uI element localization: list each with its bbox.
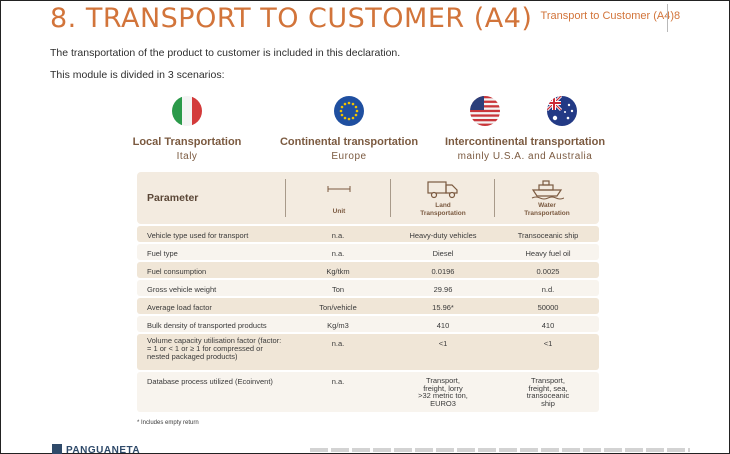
header-unit: Unit [332,208,346,215]
footnote: * Includes empty return [137,420,199,426]
header-divider [667,4,668,32]
cell-parameter: Volume capacity utilisation factor (fact… [147,336,282,361]
cell-water: n.d. [541,285,555,294]
logo-mark-icon [52,444,62,454]
table-row: Volume capacity utilisation factor (fact… [137,334,599,370]
page-title: 8. TRANSPORT TO CUSTOMER (A4) [50,3,533,34]
cell-land: 29.96 [433,285,453,294]
australia-flag-icon [547,96,577,126]
header-land-cell: Land Transportation [395,176,491,218]
scenario-intercontinental-title: Intercontinental transportation [444,136,606,148]
cell-unit: Ton [331,285,345,294]
transport-parameters-table: Parameter Unit Land Transportation [137,172,599,412]
italy-flag-icon [172,96,202,126]
header-divider [494,179,495,217]
cell-unit: n.a. [331,339,345,348]
table-row: Database process utilized (Ecoinvent) n.… [137,372,599,412]
cell-land: Diesel [432,249,454,258]
header-unit-cell: Unit [299,184,379,215]
intro-line-2: This module is divided in 3 scenarios: [50,69,225,81]
cell-parameter: Database process utilized (Ecoinvent) [147,377,273,386]
header-divider [285,179,286,217]
cell-water: Transoceanic ship [517,231,579,240]
table-row: Average load factor Ton/vehicle 15.96* 5… [137,298,599,314]
cell-parameter: Fuel consumption [147,267,207,276]
scenario-local-subtitle: Italy [176,151,198,162]
cell-land: 410 [436,321,450,330]
table-row: Fuel consumption Kg/tkm 0.0196 0.0025 [137,262,599,278]
cell-land: 15.96* [432,303,454,312]
logo-text: PANGUANETA [66,445,141,454]
cell-water: <1 [543,339,553,348]
cell-parameter: Vehicle type used for transport [147,231,249,240]
header-parameter: Parameter [147,192,199,204]
cell-parameter: Average load factor [147,303,212,312]
table-row: Bulk density of transported products Kg/… [137,316,599,332]
cell-water: 50000 [537,303,559,312]
cell-unit: n.a. [331,249,345,258]
cell-land: Heavy-duty vehicles [409,231,477,240]
header-water: Water Transportation [524,202,570,217]
cell-water: Transport, freight, sea, transoceanic sh… [526,376,570,408]
cell-unit: Ton/vehicle [319,303,357,312]
header-land: Land Transportation [420,202,466,217]
usa-flag-icon [470,96,500,126]
page-number: 8 [674,10,681,22]
cell-parameter: Gross vehicle weight [147,285,217,294]
cell-unit: n.a. [331,377,345,386]
company-logo: PANGUANETA [52,444,140,454]
cell-water: 0.0025 [536,267,560,276]
table-row: Vehicle type used for transport n.a. Hea… [137,226,599,242]
ship-icon [531,180,564,200]
scenario-intercontinental-subtitle: mainly U.S.A. and Australia [457,151,593,162]
table-row: Gross vehicle weight Ton 29.96 n.d. [137,280,599,296]
footer-strip [310,448,690,452]
ruler-icon [327,186,351,192]
intro-line-1: The transportation of the product to cus… [50,47,401,59]
header-water-cell: Water Transportation [499,176,595,218]
header-divider [390,179,391,217]
scenario-local-title: Local Transportation [132,136,242,148]
cell-unit: n.a. [331,231,345,240]
section-label: Transport to Customer (A4) [540,10,674,22]
scenario-continental-subtitle: Europe [331,151,367,162]
cell-water: 410 [541,321,555,330]
truck-icon [427,181,458,199]
table-row: Fuel type n.a. Diesel Heavy fuel oil [137,244,599,260]
cell-unit: Kg/m3 [327,321,349,330]
eu-flag-icon [334,96,364,126]
cell-unit: Kg/tkm [326,267,350,276]
cell-parameter: Bulk density of transported products [147,321,267,330]
cell-water: Heavy fuel oil [525,249,571,258]
cell-land: Transport, freight, lorry >32 metric ton… [418,376,468,408]
cell-land: 0.0196 [431,267,455,276]
cell-land: <1 [438,339,448,348]
scenario-continental-title: Continental transportation [279,136,419,148]
cell-parameter: Fuel type [147,249,178,258]
table-header: Parameter Unit Land Transportation [137,172,599,224]
